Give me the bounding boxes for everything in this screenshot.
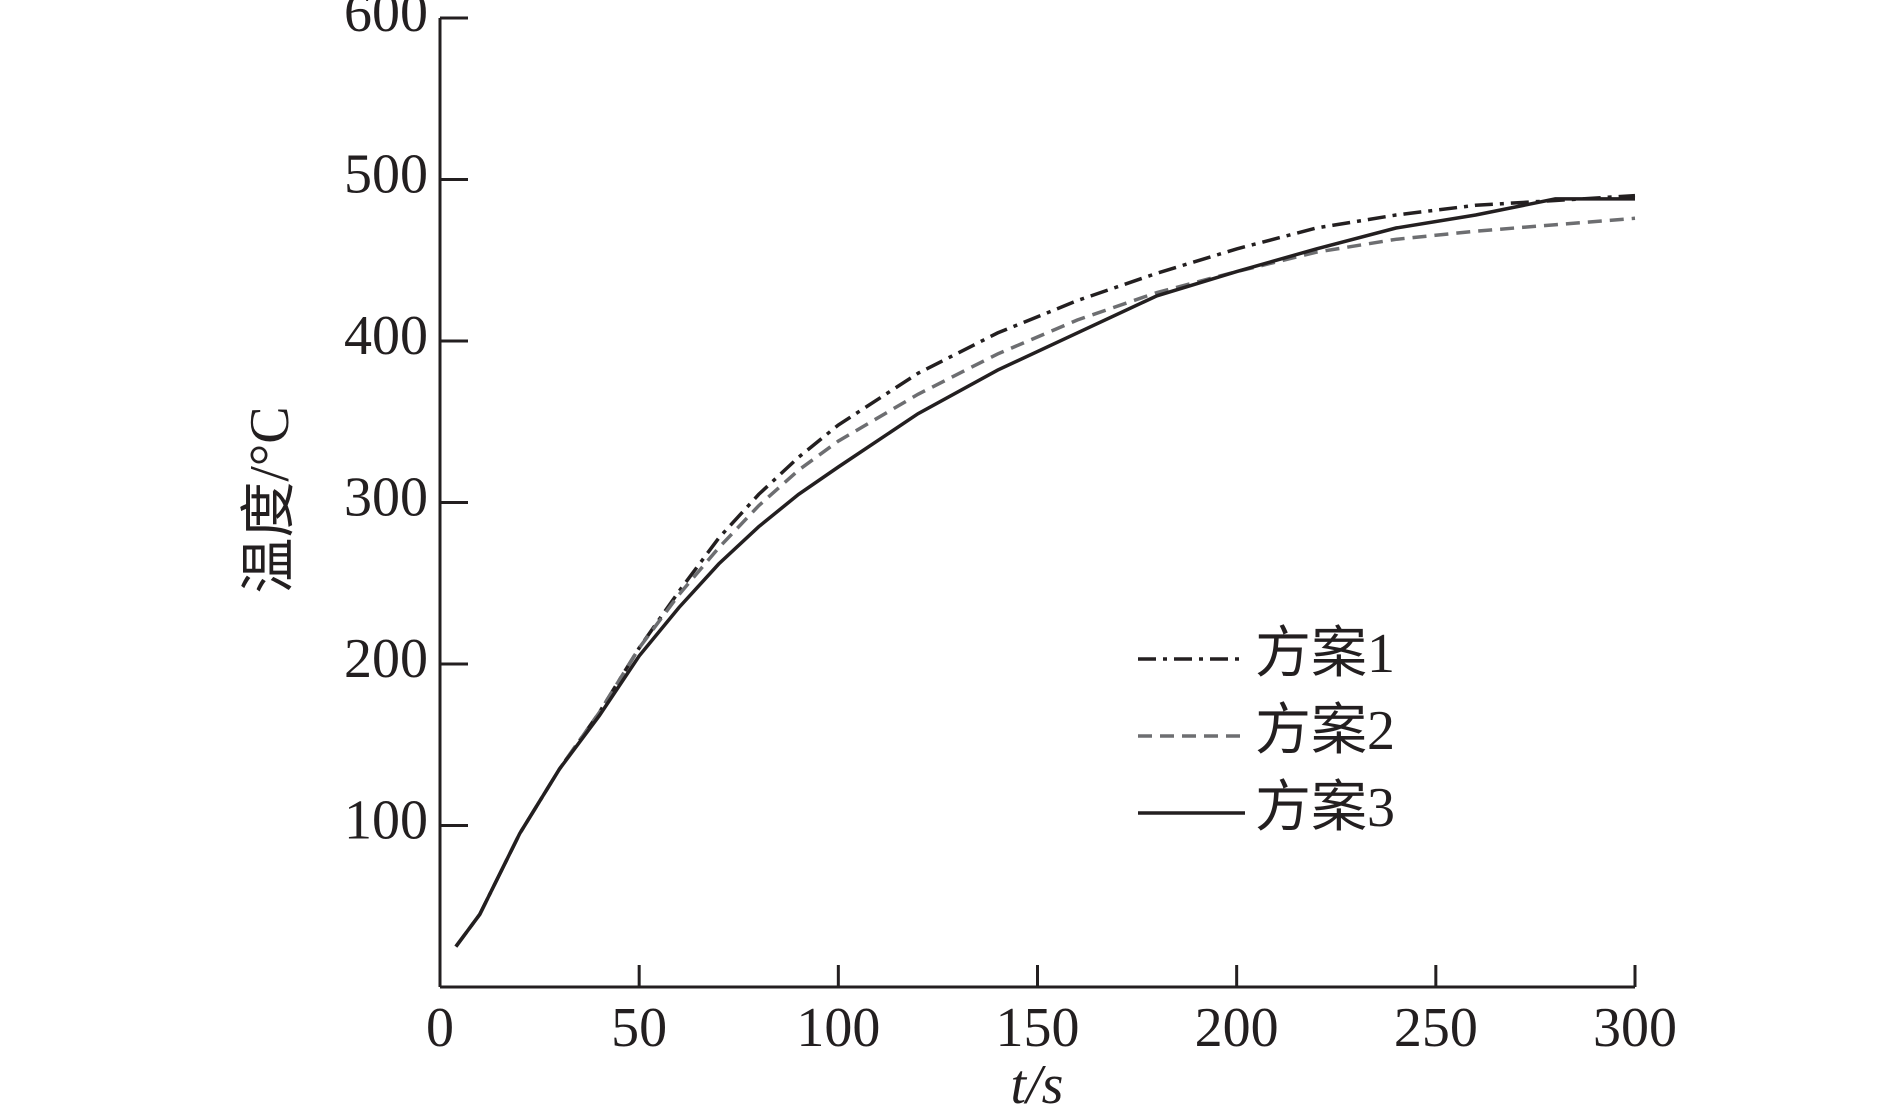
x-tick-label: 0: [426, 997, 454, 1059]
series-line: [454, 193, 1636, 948]
y-axis-label: 温度/°C: [239, 406, 301, 593]
x-tick-label: 150: [996, 997, 1080, 1059]
y-tick-label: 300: [344, 466, 428, 528]
y-tick-label: 100: [344, 789, 428, 851]
x-tick-label: 50: [611, 997, 667, 1059]
series-line: [454, 216, 1636, 948]
y-tick-label: 200: [344, 628, 428, 690]
y-tick-label: 600: [344, 0, 428, 44]
x-axis-label: t/s: [1011, 1054, 1064, 1108]
x-tick-label: 100: [796, 997, 880, 1059]
legend-label: 方案1: [1255, 623, 1395, 685]
y-tick-label: 500: [344, 143, 428, 205]
y-tick-label: 400: [344, 305, 428, 367]
legend-label: 方案3: [1255, 777, 1395, 839]
x-tick-label: 250: [1394, 997, 1478, 1059]
x-tick-label: 300: [1593, 997, 1677, 1059]
series-line: [454, 197, 1635, 948]
legend-label: 方案2: [1255, 700, 1395, 762]
x-tick-label: 200: [1195, 997, 1279, 1059]
